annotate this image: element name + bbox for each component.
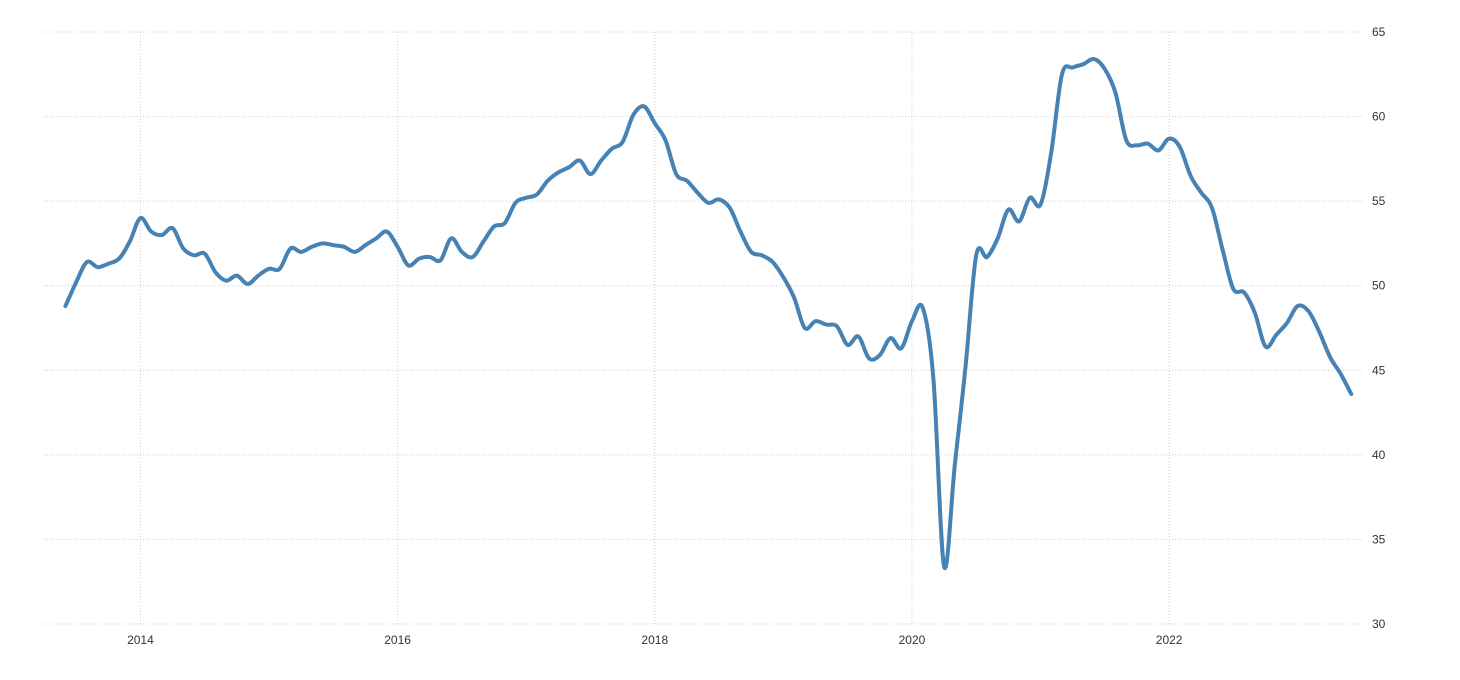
grid — [44, 31, 1362, 625]
x-axis: 2014 2016 2018 2020 2022 — [127, 633, 1183, 647]
x-tick-label: 2020 — [899, 633, 926, 647]
y-tick-label: 35 — [1372, 532, 1386, 546]
y-tick-label: 65 — [1372, 25, 1386, 39]
y-tick-label: 60 — [1372, 110, 1386, 124]
y-tick-label: 30 — [1372, 617, 1386, 631]
y-tick-label: 50 — [1372, 279, 1386, 293]
x-tick-label: 2016 — [384, 633, 411, 647]
x-tick-label: 2018 — [641, 633, 668, 647]
x-tick-label: 2014 — [127, 633, 154, 647]
series-layer — [63, 57, 1354, 571]
y-tick-label: 55 — [1372, 194, 1386, 208]
y-axis: 65 60 55 50 45 40 35 30 — [1372, 25, 1386, 631]
x-tick-label: 2022 — [1156, 633, 1183, 647]
y-tick-label: 40 — [1372, 448, 1386, 462]
y-tick-label: 45 — [1372, 363, 1386, 377]
series-line — [63, 57, 1354, 571]
